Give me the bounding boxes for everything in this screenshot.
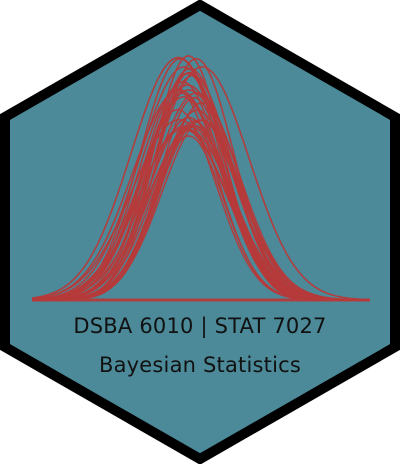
- density-curve: [31, 89, 370, 301]
- course-codes: DSBA 6010 | STAT 7027: [73, 314, 327, 338]
- course-title: Bayesian Statistics: [98, 353, 302, 377]
- density-curves: [31, 54, 371, 302]
